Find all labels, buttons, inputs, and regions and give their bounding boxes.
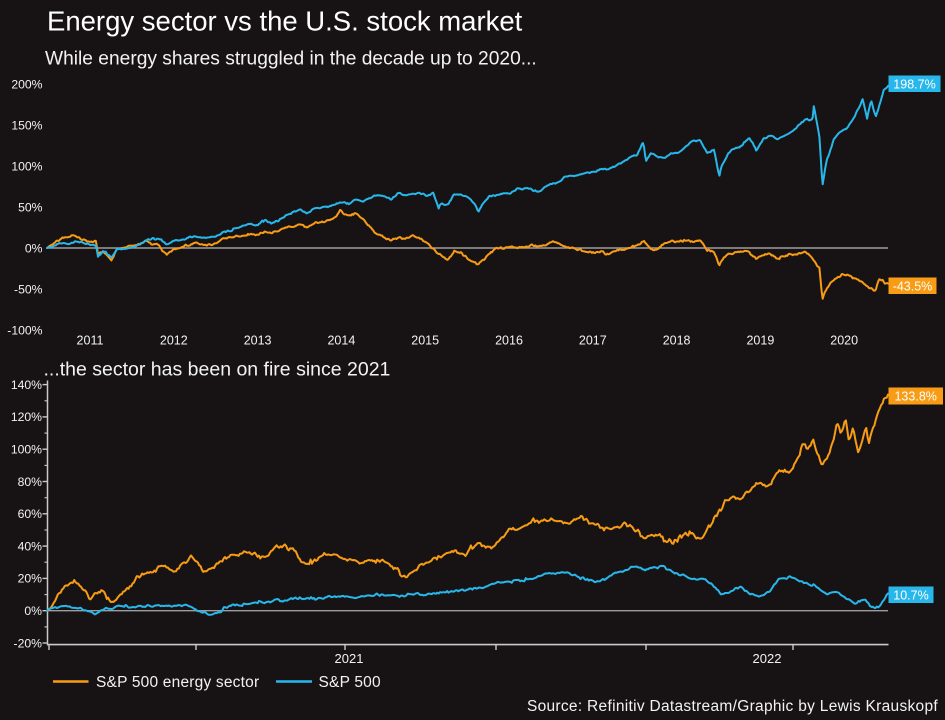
svg-text:20%: 20%: [18, 572, 43, 586]
svg-text:-50%: -50%: [14, 282, 43, 296]
svg-text:100%: 100%: [11, 159, 42, 173]
svg-text:2017: 2017: [579, 334, 607, 348]
svg-text:-20%: -20%: [14, 636, 43, 650]
svg-text:2018: 2018: [663, 334, 691, 348]
svg-text:133.8%: 133.8%: [894, 390, 936, 404]
svg-text:2015: 2015: [411, 334, 439, 348]
svg-text:2016: 2016: [495, 334, 523, 348]
svg-text:2012: 2012: [160, 334, 188, 348]
svg-text:-43.5%: -43.5%: [893, 279, 933, 293]
svg-text:Source: Refinitiv Datastream/G: Source: Refinitiv Datastream/Graphic by …: [527, 698, 938, 715]
svg-text:120%: 120%: [11, 410, 42, 424]
svg-text:198.7%: 198.7%: [893, 77, 935, 91]
svg-text:50%: 50%: [18, 200, 43, 214]
svg-text:2022: 2022: [753, 651, 782, 666]
svg-text:...the sector has been on fire: ...the sector has been on fire since 202…: [44, 359, 391, 381]
svg-text:Energy sector vs the U.S. stoc: Energy sector vs the U.S. stock market: [47, 6, 523, 37]
svg-text:While energy shares struggled: While energy shares struggled in the dec…: [45, 49, 537, 70]
svg-text:2013: 2013: [244, 334, 272, 348]
svg-text:2019: 2019: [746, 334, 774, 348]
svg-text:140%: 140%: [11, 378, 42, 392]
svg-text:-100%: -100%: [7, 323, 42, 337]
svg-text:2011: 2011: [77, 334, 104, 348]
svg-text:2020: 2020: [830, 334, 858, 348]
svg-text:60%: 60%: [18, 507, 43, 521]
svg-text:2021: 2021: [335, 651, 364, 666]
svg-text:0%: 0%: [24, 604, 42, 618]
svg-text:10.7%: 10.7%: [893, 588, 928, 602]
svg-text:S&P 500: S&P 500: [319, 674, 381, 691]
svg-text:150%: 150%: [11, 118, 42, 132]
svg-text:80%: 80%: [18, 475, 43, 489]
svg-text:100%: 100%: [11, 443, 42, 457]
svg-text:0%: 0%: [25, 241, 43, 255]
svg-text:2014: 2014: [327, 334, 355, 348]
svg-text:40%: 40%: [18, 539, 43, 553]
svg-text:S&P 500 energy sector: S&P 500 energy sector: [96, 674, 259, 691]
svg-text:200%: 200%: [11, 77, 42, 91]
